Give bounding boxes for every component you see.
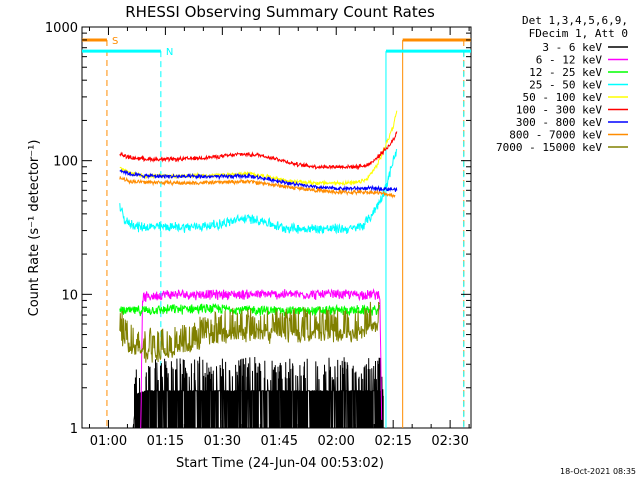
legend-header-line-2: FDecim 1, Att 0: [529, 27, 628, 40]
x-axis-label: Start Time (24-Jun-04 00:53:02): [176, 456, 384, 471]
series-line-50to100keV-kev: [119, 110, 398, 186]
axis-layer: 01:00 01:15 01:30 01:45 02:00 02:15 02:30 1 10 10…: [45, 21, 471, 449]
legend-label-7: 300 - 800 keV: [516, 116, 602, 129]
x-tick-label-6: 02:15: [374, 434, 411, 449]
series-line-7000to15000keV-kev: [119, 301, 380, 363]
series-line-100to300keV-kev: [119, 131, 398, 171]
x-tick-label-1: 01:00: [90, 434, 127, 449]
x-tick-label-5: 02:00: [317, 434, 354, 449]
legend: Det 1,3,4,5,6,9, FDecim 1, Att 0 3 - 6 k…: [496, 14, 628, 154]
legend-label-3: 12 - 25 keV: [529, 66, 602, 79]
x-tick-label-4: 01:45: [261, 434, 298, 449]
legend-label-5: 50 - 100 keV: [523, 91, 603, 104]
legend-label-1: 3 - 6 keV: [542, 41, 602, 54]
series-line-12to25keV-kev: [119, 302, 380, 317]
series-line-3to6keV-kev: [132, 356, 384, 429]
y-tick-label-1: 1: [70, 422, 78, 437]
series-line-25to50keV-kev: [119, 148, 398, 235]
legend-label-8: 800 - 7000 keV: [509, 129, 602, 142]
series-line-6to12keV-kev: [140, 287, 383, 429]
y-tick-label-2: 10: [61, 288, 78, 303]
series-line-300to800keV-kev: [119, 168, 398, 193]
chart-title: RHESSI Observing Summary Count Rates: [125, 3, 435, 21]
marker-label-n: N: [166, 47, 173, 58]
x-tick-label-2: 01:15: [147, 434, 184, 449]
legend-label-4: 25 - 50 keV: [529, 79, 602, 92]
y-axis-label: Count Rate (s⁻¹ detector⁻¹): [27, 140, 42, 317]
legend-label-6: 100 - 300 keV: [516, 104, 602, 117]
legend-label-9: 7000 - 15000 keV: [496, 141, 602, 154]
x-tick-label-3: 01:30: [204, 434, 241, 449]
plot-layer: SN: [82, 36, 471, 429]
legend-header-line-1: Det 1,3,4,5,6,9,: [522, 14, 628, 27]
x-tick-label-7: 02:30: [431, 434, 468, 449]
y-tick-label-4: 1000: [45, 21, 78, 36]
series-line-800to7000keV-kev: [119, 176, 396, 199]
legend-label-2: 6 - 12 keV: [536, 54, 603, 67]
marker-label-s: S: [112, 36, 118, 47]
y-tick-label-3: 100: [53, 155, 78, 170]
footer-timestamp: 18-Oct-2021 08:35: [560, 467, 636, 476]
